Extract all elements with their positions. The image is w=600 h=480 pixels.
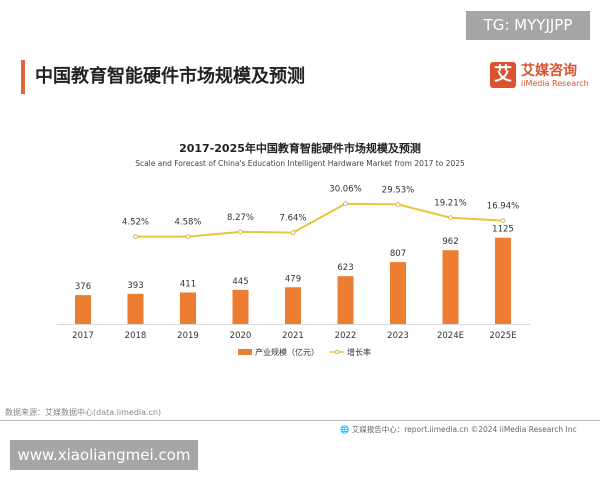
bar [495,237,511,324]
watermark-bottom: www.xiaoliangmei.com [10,440,198,470]
x-tick-label: 2022 [335,331,357,341]
bar-label: 623 [337,263,353,273]
growth-point [448,215,453,221]
bar [285,287,301,324]
growth-point [395,202,401,207]
chart-subtitle: Scale and Forecast of China's Education … [135,159,465,168]
growth-label: 8.27% [227,213,254,223]
bar-label: 962 [442,237,458,247]
legend-line-label: 增长率 [347,347,371,357]
title-accent-bar [21,60,25,94]
growth-point [343,201,348,207]
logo-cn: 艾媒咨询 [521,63,577,79]
bar-label: 807 [390,249,406,259]
growth-label: 7.64% [279,214,306,224]
footer-text: 艾媒报告中心：report.iimedia.cn ©2024 iiMedia R… [351,425,577,434]
page-title: 中国教育智能硬件市场规模及预测 [35,66,305,87]
growth-line [135,202,504,238]
bar-label: 1125 [492,225,514,235]
chart-title: 2017-2025年中国教育智能硬件市场规模及预测 [179,142,421,155]
x-tick-label: 2023 [387,331,409,341]
growth-point [238,229,243,235]
legend-bar-swatch [238,349,252,355]
growth-label: 19.21% [434,199,466,209]
growth-point [500,218,506,224]
legend-line-marker [334,349,340,355]
bar-label: 479 [285,274,301,284]
bar-label: 411 [180,279,196,289]
bar-label: 445 [232,277,248,287]
footer: 🌐 艾媒报告中心：report.iimedia.cn ©2024 iiMedia… [340,424,577,435]
growth-label: 4.58% [174,218,201,228]
x-tick-label: 2019 [177,331,199,341]
growth-label: 30.06% [329,185,361,195]
x-tick-label: 2025E [489,331,516,341]
x-tick-label: 2020 [230,331,252,341]
bar [127,293,144,324]
x-tick-label: 2018 [125,331,147,341]
growth-point [185,234,191,239]
logo-mark-icon: 艾 [490,62,516,88]
growth-label: 16.94% [487,202,519,212]
footer-divider [0,420,600,421]
bar [442,250,459,324]
globe-icon: 🌐 [340,425,352,434]
bar [337,276,354,324]
watermark-top: TG: MYYJJPP [466,11,590,40]
x-tick-label: 2017 [72,331,94,341]
data-source: 数据来源：艾媒数据中心(data.iimedia.cn) [5,408,162,417]
bar [232,289,249,324]
bar [390,262,406,324]
x-tick-label: 2021 [282,331,304,341]
x-tick-label: 2024E [437,331,464,341]
bar-label: 376 [75,282,91,292]
bar [180,292,196,324]
growth-label: 29.53% [382,185,414,195]
growth-label: 4.52% [122,218,149,228]
bar-label: 393 [127,281,143,291]
bar [75,295,91,324]
logo-en: iiMedia Research [521,79,589,88]
growth-point [290,230,296,236]
growth-point [133,234,138,240]
legend-bar-label: 产业规模（亿元） [255,347,319,357]
